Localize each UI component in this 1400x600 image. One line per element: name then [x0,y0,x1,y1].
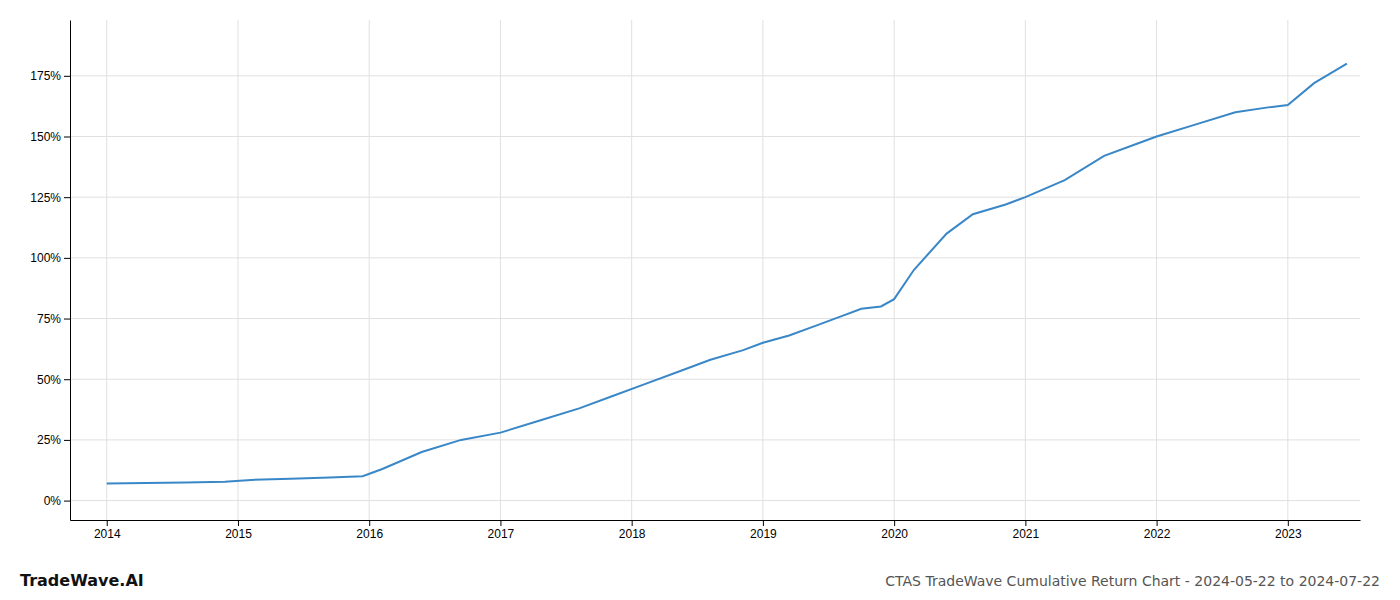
grid-line [500,20,501,520]
tick-mark [369,520,370,526]
axis-line [70,21,71,521]
tick-label: 50% [37,373,61,387]
tick-mark [64,76,70,77]
tick-label: 2018 [619,527,646,541]
tick-mark [64,319,70,320]
grid-line [70,75,1360,76]
tick-mark [107,520,108,526]
tick: 2020 [881,520,908,541]
grid-line [70,197,1360,198]
tick-label: 0% [44,494,62,508]
tick: 2014 [94,520,121,541]
tick: 2017 [488,520,515,541]
tick-label: 125% [30,191,61,205]
tick-mark [238,520,239,526]
grid-line [894,20,895,520]
tick: 175% [30,69,70,83]
grid-line [70,379,1360,380]
tick-label: 2023 [1275,527,1302,541]
grid-line [1287,20,1288,520]
tick: 25% [37,433,70,447]
tick-mark [64,197,70,198]
tick-label: 175% [30,69,61,83]
tick-mark [632,520,633,526]
tick-label: 2020 [881,527,908,541]
tick-mark [500,520,501,526]
plot: 2014 2015 2016 2017 2018 2019 2020 2021 2022 2023… [30,20,1360,541]
chart: 2014 2015 2016 2017 2018 2019 2020 2021 2022 2023… [0,0,1400,600]
grid-line [106,20,107,520]
tick-mark [1025,520,1026,526]
grid-line [70,136,1360,137]
line [107,64,1347,484]
tick-mark [64,501,70,502]
tick-label: 75% [37,312,61,326]
tick-label: 150% [30,130,61,144]
grid-line [369,20,370,520]
tick-label: 2019 [750,527,777,541]
tick: 150% [30,130,70,144]
watermark: TradeWave.AI [20,571,144,590]
tick: 2015 [225,520,252,541]
grid-line [631,20,632,520]
tick: 50% [37,373,70,387]
tick: 2022 [1144,520,1171,541]
tick: 2021 [1013,520,1040,541]
tick-label: 25% [37,433,61,447]
tick: 0% [44,494,70,508]
tick: 100% [30,251,70,265]
grid-line [70,257,1360,258]
axis-line [71,520,1361,521]
grid-line [1025,20,1026,520]
tick-mark [1288,520,1289,526]
y-axis: 0% 25% 50% 75% 100% 125% 150% 175% [30,21,70,521]
tick-label: 2022 [1144,527,1171,541]
grid-line [70,500,1360,501]
tick: 2018 [619,520,646,541]
tick-label: 2014 [94,527,121,541]
tick-mark [64,258,70,259]
grid [70,20,1360,520]
tick-mark [64,440,70,441]
tick-label: 2021 [1013,527,1040,541]
tick: 125% [30,191,70,205]
title: CTAS TradeWave Cumulative Return Chart -… [885,573,1380,589]
tick-mark [64,137,70,138]
tick-label: 2017 [488,527,515,541]
tick-label: 100% [30,251,61,265]
grid-line [1156,20,1157,520]
grid-line [762,20,763,520]
grid-line [237,20,238,520]
tick: 2023 [1275,520,1302,541]
tick-mark [1157,520,1158,526]
tick-mark [894,520,895,526]
tick: 2016 [356,520,383,541]
grid-line [70,439,1360,440]
x-axis: 2014 2015 2016 2017 2018 2019 2020 2021 2022 2023 [71,520,1361,541]
tick-label: 2016 [356,527,383,541]
tick-mark [64,379,70,380]
grid-line [70,318,1360,319]
tick-mark [763,520,764,526]
tick-label: 2015 [225,527,252,541]
tick: 75% [37,312,70,326]
tick: 2019 [750,520,777,541]
marks [107,64,1347,484]
